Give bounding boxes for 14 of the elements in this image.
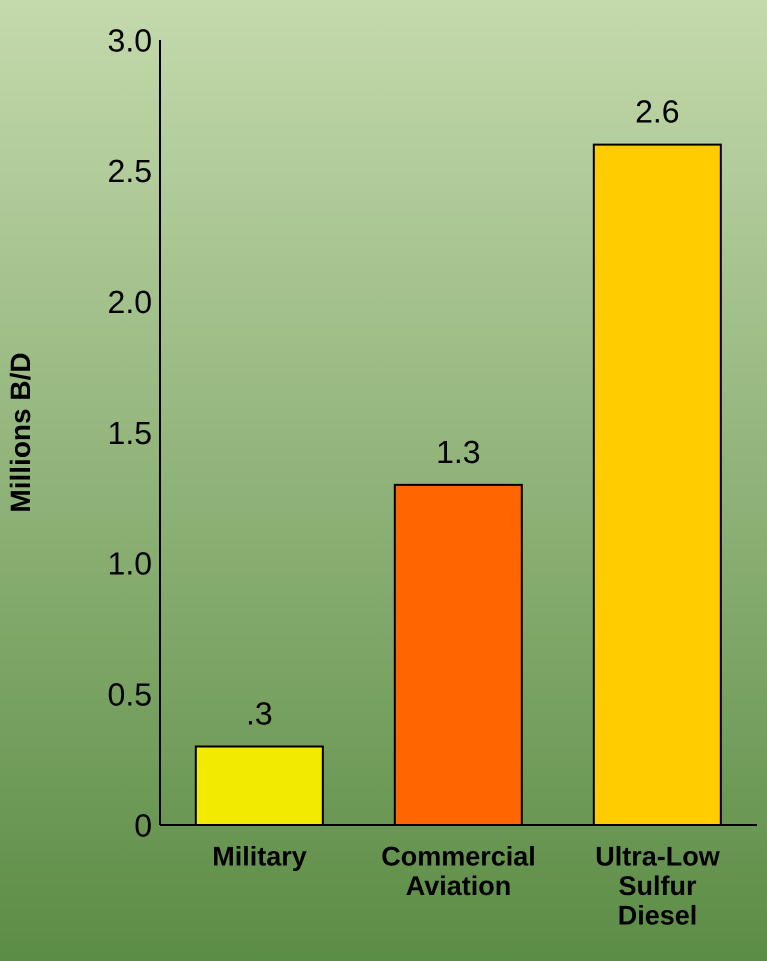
x-tick-label: Ultra-Low Sulfur Diesel (595, 841, 721, 931)
data-label: 2.6 (635, 94, 680, 130)
data-label: .3 (246, 696, 273, 732)
x-tick-label: Military (212, 841, 307, 872)
data-label: 1.3 (436, 434, 481, 470)
y-tick-label: 0 (134, 807, 152, 844)
y-tick-label: 1.5 (108, 414, 152, 451)
y-tick-label: 1.0 (108, 546, 152, 582)
y-tick-label: 2.5 (108, 153, 152, 190)
y-axis-title: Millions B/D (4, 352, 36, 513)
y-tick-label: 0.5 (108, 676, 152, 713)
x-tick-label: Commercial Aviation (381, 841, 536, 901)
y-tick-label: 2.0 (108, 284, 152, 320)
y-tick-label: 3.0 (108, 22, 152, 58)
